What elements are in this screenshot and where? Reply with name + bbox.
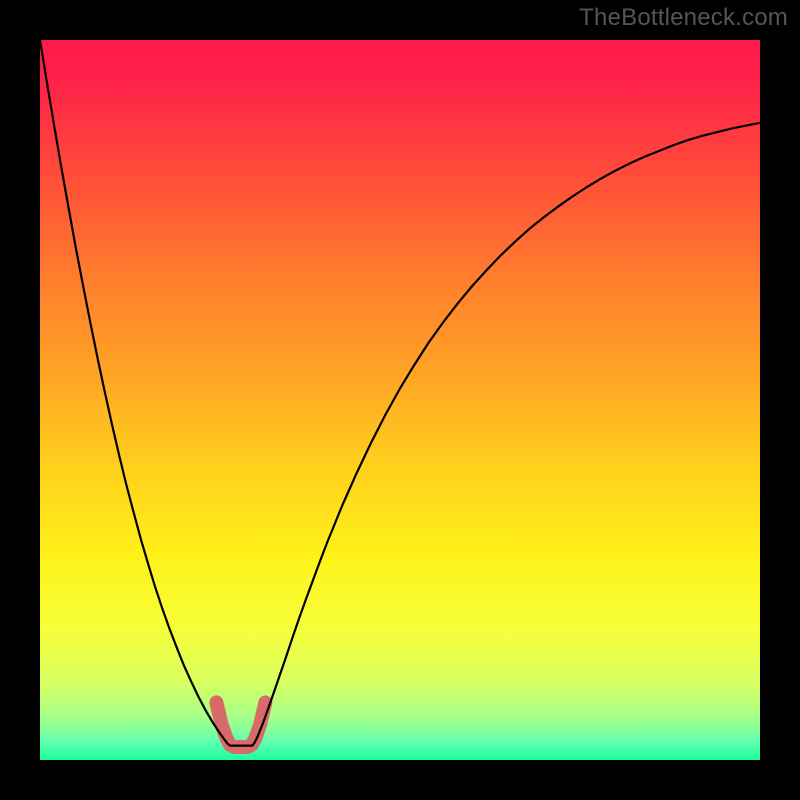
chart-svg bbox=[0, 0, 800, 800]
watermark-text: TheBottleneck.com bbox=[579, 4, 788, 32]
chart-root: TheBottleneck.com bbox=[0, 0, 800, 800]
plot-background bbox=[40, 40, 760, 760]
